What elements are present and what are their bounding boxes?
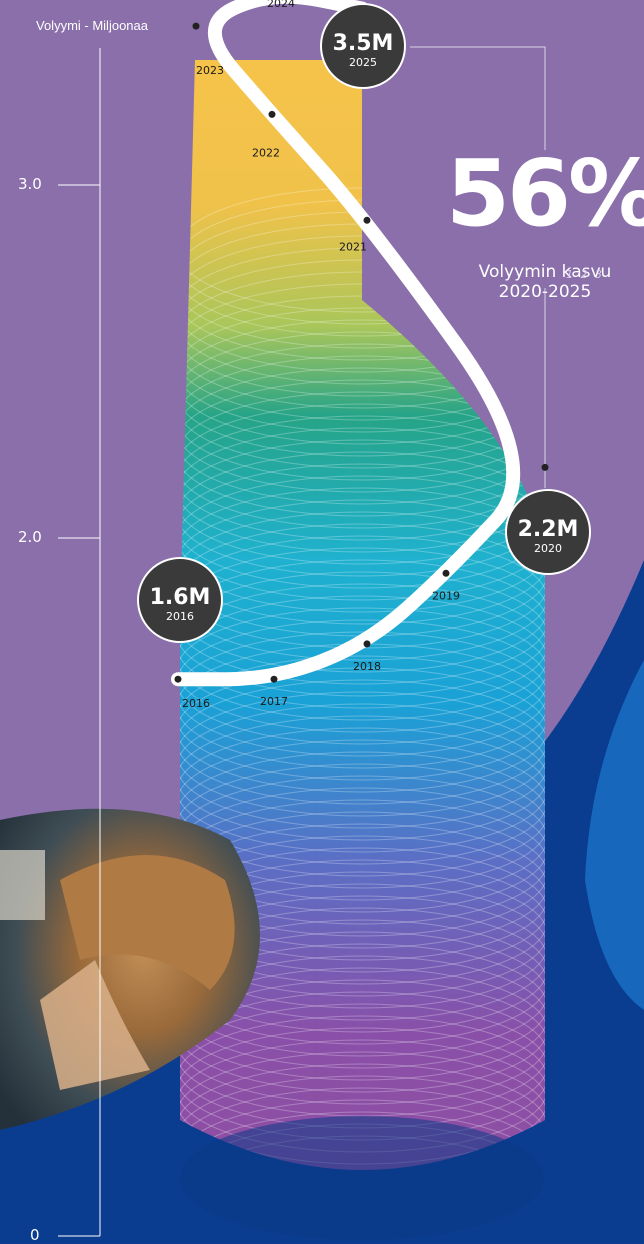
year-label-2024: 2024 xyxy=(267,0,295,10)
growth-caption-line2: 2020-2025 xyxy=(498,282,592,302)
leader-line xyxy=(410,46,546,488)
y-axis-title: Volyymi - Miljoonaa xyxy=(36,18,148,33)
year-label-2022: 2022 xyxy=(252,146,280,159)
data-point-2017 xyxy=(270,675,278,683)
year-label-2016: 2016 xyxy=(182,697,210,710)
year-labels: 2016 2017 2018 2019 2021 2022 2023 2024 xyxy=(182,0,460,710)
data-point-2019 xyxy=(442,569,450,577)
y-tick-label-0: 0 xyxy=(30,1226,40,1244)
data-point-2020 xyxy=(541,463,549,471)
data-point-2021 xyxy=(363,216,371,224)
series-line xyxy=(171,0,521,687)
callout-value-2020: 2.2M xyxy=(518,517,579,542)
student-photo xyxy=(0,808,260,1130)
y-tick-label-2: 2.0 xyxy=(18,528,42,546)
growth-caption: Volyymin kasvu 2020-2025 xyxy=(450,262,640,302)
data-point-2022 xyxy=(268,110,276,118)
y-axis xyxy=(58,48,101,1237)
y-tick-label-3: 3.0 xyxy=(18,175,42,193)
year-label-2023: 2023 xyxy=(196,64,224,77)
footnote-markers: 1 2 3 xyxy=(566,268,604,281)
growth-caption-line1: Volyymin kasvu xyxy=(478,262,612,282)
year-label-2021: 2021 xyxy=(339,240,367,253)
data-point-2016 xyxy=(174,675,182,683)
year-label-2018: 2018 xyxy=(353,660,381,673)
bottom-band-accent xyxy=(585,660,644,1010)
year-label-2017: 2017 xyxy=(260,695,288,708)
growth-percentage: 56% xyxy=(446,140,644,247)
data-point-2023 xyxy=(192,22,200,30)
callout-value-2025: 3.5M xyxy=(333,31,394,56)
callout-value-2016: 1.6M xyxy=(150,585,211,610)
callout-year-2020: 2020 xyxy=(534,542,562,555)
callout-year-2025: 2025 xyxy=(349,56,377,69)
callout-year-2016: 2016 xyxy=(166,610,194,623)
year-label-2019: 2019 xyxy=(432,589,460,602)
data-point-2018 xyxy=(363,640,371,648)
